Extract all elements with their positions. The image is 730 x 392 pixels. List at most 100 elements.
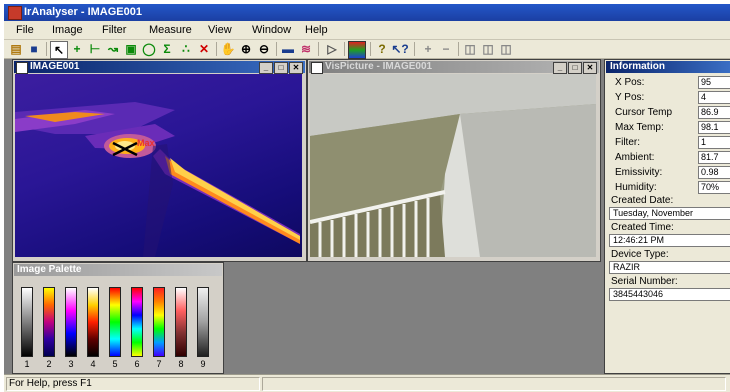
menu-filter[interactable]: Filter [102,24,127,36]
toolbar-separator [46,42,47,56]
x-pos-value[interactable]: 95 [698,76,730,89]
menu-file[interactable]: File [16,24,34,36]
about-icon[interactable]: ? [378,42,386,56]
thermal-window-title: IMAGE001 [30,61,80,72]
line-tool-icon[interactable]: ⊢ [89,42,101,56]
humidity-label: Humidity: [615,182,657,193]
palette-window-title: Image Palette [17,264,82,275]
palette-swatch-7[interactable] [153,287,165,357]
crosshair-icon[interactable]: + [73,42,81,56]
palette-number: 4 [90,359,96,369]
toolbar-separator [370,42,371,56]
humidity-value[interactable]: 70% [698,181,730,194]
palette-swatch-1[interactable] [21,287,33,357]
minus-icon[interactable]: − [442,42,450,56]
toolbar-separator [318,42,319,56]
minimize-button[interactable]: _ [259,62,273,74]
ambient-value[interactable]: 81.7 [698,151,730,164]
emissivity-value[interactable]: 0.98 [698,166,730,179]
menu-measure[interactable]: Measure [149,24,192,36]
visual-window-caption[interactable]: VisPicture - IMAGE001 _ □ ✕ [309,61,599,74]
palette-window-caption[interactable]: Image Palette [14,264,222,276]
palette-swatch-9[interactable] [197,287,209,357]
menu-bar: File Image Filter Measure View Window He… [4,21,730,40]
palette-number: 6 [134,359,140,369]
toolbar-separator [276,42,277,56]
thermal-window-caption[interactable]: IMAGE001 _ □ ✕ [14,61,305,74]
toolbar-separator [344,42,345,56]
status-help-text: For Help, press F1 [6,377,260,391]
save-icon[interactable]: ■ [30,42,38,56]
y-pos-label: Y Pos: [615,92,645,103]
visual-photo-art [310,74,596,257]
created-time-value[interactable]: 12:46:21 PM [609,234,730,247]
profile-chart-icon[interactable]: ≋ [300,42,312,56]
close-button[interactable]: ✕ [289,62,303,74]
menu-view[interactable]: View [208,24,232,36]
cursor-temp-value[interactable]: 86.9 [698,106,730,119]
menu-image[interactable]: Image [52,24,83,36]
hand-pan-icon[interactable]: ✋ [220,42,236,56]
serial-number-value[interactable]: 3845443046 [609,288,730,301]
menu-help[interactable]: Help [305,24,328,36]
max-marker-label: Max [137,138,155,148]
information-caption[interactable]: Information [606,61,730,73]
cascade-icon[interactable]: ◫ [464,42,476,56]
delete-icon[interactable]: ✕ [198,42,210,56]
filter-value[interactable]: 1 [698,136,730,149]
zoom-out-icon[interactable]: ⊖ [258,42,270,56]
palette-swatch-4[interactable] [87,287,99,357]
points-tool-icon[interactable]: ∴ [182,42,190,56]
zoom-in-icon[interactable]: ⊕ [240,42,252,56]
palette-swatch-2[interactable] [43,287,55,357]
pointer-icon[interactable]: ↖ [50,41,68,59]
context-help-icon[interactable]: ↖? [391,42,409,56]
add-icon[interactable]: + [424,42,432,56]
play-icon[interactable]: ▷ [327,42,337,56]
information-panel: Information X Pos: 95 Y Pos: 4 Cursor Te… [604,59,730,374]
ellipse-tool-icon[interactable]: ◯ [142,42,156,56]
serial-number-label: Serial Number: [611,276,678,287]
status-pane [262,377,726,391]
y-pos-value[interactable]: 4 [698,91,730,104]
minimize-button[interactable]: _ [553,62,567,74]
palette-swatch-5[interactable] [109,287,121,357]
thermal-image-window[interactable]: IMAGE001 _ □ ✕ [12,59,307,262]
palette-list: 1 2 3 4 5 6 7 8 9 [17,277,217,369]
toolbar-separator [216,42,217,56]
palette-icon[interactable] [348,41,366,59]
palette-number: 7 [156,359,162,369]
histogram-icon[interactable]: ▬ [282,42,294,56]
max-temp-value[interactable]: 98.1 [698,121,730,134]
window-icon[interactable]: ◫ [500,42,512,56]
palette-swatch-8[interactable] [175,287,187,357]
open-icon[interactable]: ▤ [10,42,22,56]
box-tool-icon[interactable]: ▣ [125,42,137,56]
toolbar-separator [414,42,415,56]
menu-window[interactable]: Window [252,24,292,36]
polyline-tool-icon[interactable]: ↝ [107,42,119,56]
sum-icon[interactable]: Σ [163,42,171,56]
device-type-label: Device Type: [611,249,669,260]
close-button[interactable]: ✕ [583,62,597,74]
visual-photo[interactable] [310,74,596,257]
palette-window[interactable]: Image Palette 1 2 3 4 5 6 7 8 9 [12,262,224,374]
title-bar[interactable]: IrAnalyser - IMAGE001 [4,4,730,21]
created-date-value[interactable]: Tuesday, November [609,207,730,220]
palette-swatch-3[interactable] [65,287,77,357]
app-window: IrAnalyser - IMAGE001 File Image Filter … [4,4,730,392]
app-title: IrAnalyser - IMAGE001 [24,6,142,18]
maximize-button[interactable]: □ [568,62,582,74]
tile-icon[interactable]: ◫ [482,42,494,56]
created-time-label: Created Time: [611,222,674,233]
maximize-button[interactable]: □ [274,62,288,74]
visual-window-title: VisPicture - IMAGE001 [325,61,433,72]
thermal-image[interactable]: Max [15,74,302,257]
cursor-temp-label: Cursor Temp [615,107,673,118]
palette-swatch-6[interactable] [131,287,143,357]
visual-image-window[interactable]: VisPicture - IMAGE001 _ □ ✕ [307,59,601,262]
information-title: Information [610,61,665,72]
toolbar: ▤ ■ ↖ + ⊢ ↝ ▣ ◯ Σ ∴ ✕ ✋ ⊕ ⊖ ▬ ≋ ▷ ? ↖? +… [4,40,730,59]
device-type-value[interactable]: RAZIR [609,261,730,274]
palette-number: 5 [112,359,118,369]
